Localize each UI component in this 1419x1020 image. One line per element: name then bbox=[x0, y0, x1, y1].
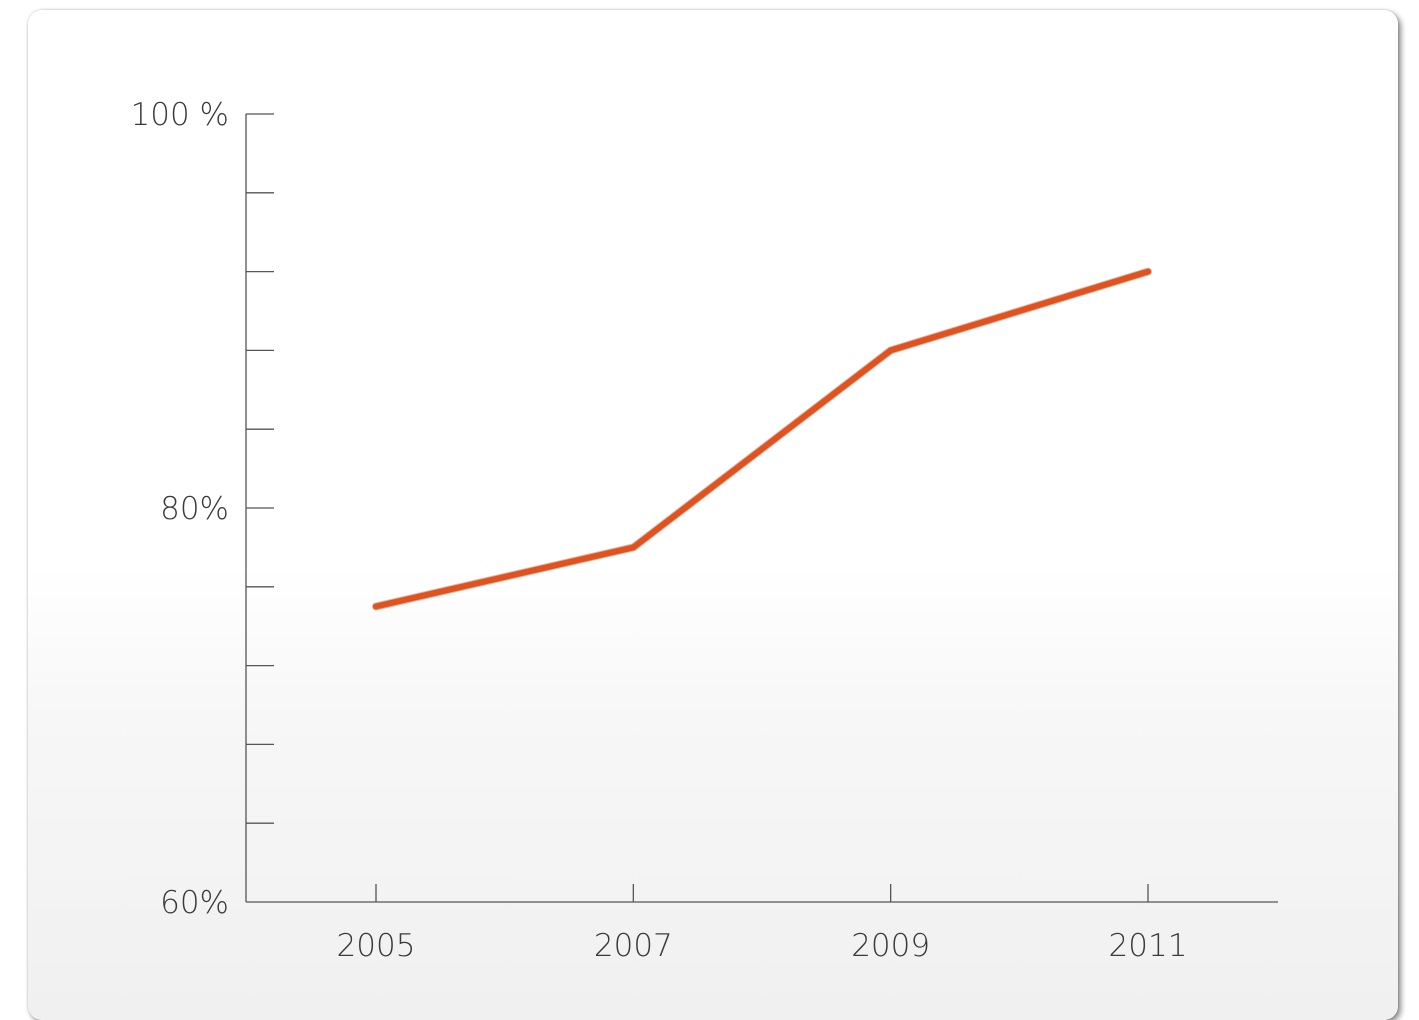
y-tick-label: 80% bbox=[160, 491, 229, 527]
x-ticks bbox=[376, 884, 1148, 902]
data-point bbox=[630, 544, 636, 550]
series-group bbox=[373, 269, 1151, 610]
x-tick-label: 2005 bbox=[337, 928, 416, 964]
y-ticks bbox=[246, 114, 274, 823]
series-line bbox=[376, 272, 1148, 607]
data-point bbox=[1145, 269, 1151, 275]
x-tick-label: 2007 bbox=[594, 928, 673, 964]
x-tick-label: 2011 bbox=[1109, 928, 1188, 964]
y-tick-label: 60% bbox=[160, 885, 229, 921]
data-point bbox=[888, 347, 894, 353]
x-tick-label: 2009 bbox=[851, 928, 930, 964]
y-tick-labels: 100 % 80% 60% bbox=[131, 97, 229, 921]
y-tick-label: 100 % bbox=[131, 97, 229, 133]
x-tick-labels: 2005 2007 2009 2011 bbox=[337, 928, 1188, 964]
data-point bbox=[373, 604, 379, 610]
chart-axes bbox=[246, 114, 1278, 902]
series-line-shadow bbox=[376, 272, 1148, 607]
